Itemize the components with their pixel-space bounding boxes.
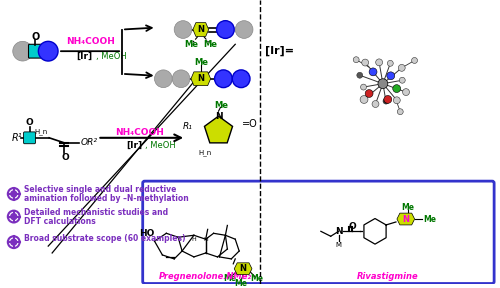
Circle shape <box>11 214 16 219</box>
Circle shape <box>378 79 388 89</box>
Circle shape <box>369 68 377 76</box>
Text: Me: Me <box>250 274 264 283</box>
Text: R₁: R₁ <box>183 122 192 131</box>
Circle shape <box>384 96 392 103</box>
Text: Me: Me <box>424 215 436 223</box>
Text: HO: HO <box>139 229 154 238</box>
Text: H_n: H_n <box>34 128 48 135</box>
Text: Me: Me <box>194 58 208 67</box>
Circle shape <box>216 21 234 38</box>
Circle shape <box>394 97 400 104</box>
Circle shape <box>13 41 32 61</box>
Circle shape <box>402 89 409 96</box>
Polygon shape <box>204 116 233 143</box>
Text: amination followed by –N-methylation: amination followed by –N-methylation <box>24 194 188 203</box>
Text: Detailed mechanistic studies and: Detailed mechanistic studies and <box>24 208 168 217</box>
Polygon shape <box>397 213 414 225</box>
Text: H: H <box>192 237 196 242</box>
Text: O: O <box>26 118 34 126</box>
Circle shape <box>365 90 373 97</box>
Circle shape <box>412 58 418 63</box>
Text: H_n: H_n <box>198 149 211 156</box>
Text: DFT calculations: DFT calculations <box>24 217 96 226</box>
Text: H: H <box>204 237 208 242</box>
Text: N: N <box>240 264 246 273</box>
Circle shape <box>383 98 389 104</box>
Circle shape <box>398 109 403 115</box>
Circle shape <box>353 57 359 63</box>
Text: [Ir]=: [Ir]= <box>265 46 294 56</box>
Text: N: N <box>335 227 342 236</box>
Text: NH₄COOH: NH₄COOH <box>66 37 115 46</box>
Circle shape <box>392 85 400 92</box>
FancyBboxPatch shape <box>142 181 494 283</box>
Circle shape <box>11 191 16 197</box>
Text: Broad substrate scope (60 examples): Broad substrate scope (60 examples) <box>24 234 185 243</box>
Text: , MeOH: , MeOH <box>96 52 127 60</box>
Circle shape <box>172 70 190 88</box>
Text: [Ir]: [Ir] <box>76 52 92 60</box>
Text: O: O <box>348 222 356 231</box>
FancyBboxPatch shape <box>28 44 42 58</box>
Circle shape <box>388 60 394 66</box>
Text: Me: Me <box>223 274 236 283</box>
Circle shape <box>8 211 20 222</box>
Text: NH₄COOH: NH₄COOH <box>116 128 164 137</box>
Circle shape <box>376 59 382 66</box>
Text: O: O <box>61 153 69 162</box>
Circle shape <box>214 70 232 88</box>
Text: [Ir]: [Ir] <box>126 141 142 150</box>
Text: Selective single and dual reductive: Selective single and dual reductive <box>24 185 176 194</box>
Text: R¹: R¹ <box>12 133 22 143</box>
Text: N: N <box>214 112 222 121</box>
Text: Me: Me <box>204 40 218 49</box>
Text: Me: Me <box>402 203 414 212</box>
Circle shape <box>360 96 368 103</box>
Polygon shape <box>193 23 208 36</box>
Text: Me: Me <box>214 101 228 110</box>
Text: M: M <box>336 242 342 248</box>
Text: N: N <box>402 215 409 223</box>
Circle shape <box>400 77 405 83</box>
Text: OR²: OR² <box>80 138 98 147</box>
Polygon shape <box>234 263 252 275</box>
FancyBboxPatch shape <box>24 132 36 144</box>
Text: O: O <box>32 33 40 42</box>
Text: Me: Me <box>184 40 198 49</box>
Circle shape <box>360 84 366 90</box>
Text: Pregnenolone.NMe₂: Pregnenolone.NMe₂ <box>159 272 252 281</box>
Text: , MeOH: , MeOH <box>144 141 176 150</box>
Circle shape <box>387 72 394 80</box>
Text: Rivastigmine: Rivastigmine <box>357 272 418 281</box>
Circle shape <box>232 70 250 88</box>
Circle shape <box>8 236 20 248</box>
Circle shape <box>11 239 16 245</box>
Circle shape <box>154 70 172 88</box>
Text: =O: =O <box>242 120 258 129</box>
Polygon shape <box>191 72 210 86</box>
Circle shape <box>8 188 20 200</box>
Circle shape <box>235 21 253 38</box>
Circle shape <box>174 21 192 38</box>
Text: Me: Me <box>234 279 248 288</box>
Circle shape <box>38 41 58 61</box>
Circle shape <box>362 59 368 66</box>
Text: N: N <box>198 74 204 83</box>
Text: N: N <box>198 25 204 34</box>
Circle shape <box>357 72 362 78</box>
Circle shape <box>372 101 379 107</box>
Circle shape <box>398 65 405 71</box>
